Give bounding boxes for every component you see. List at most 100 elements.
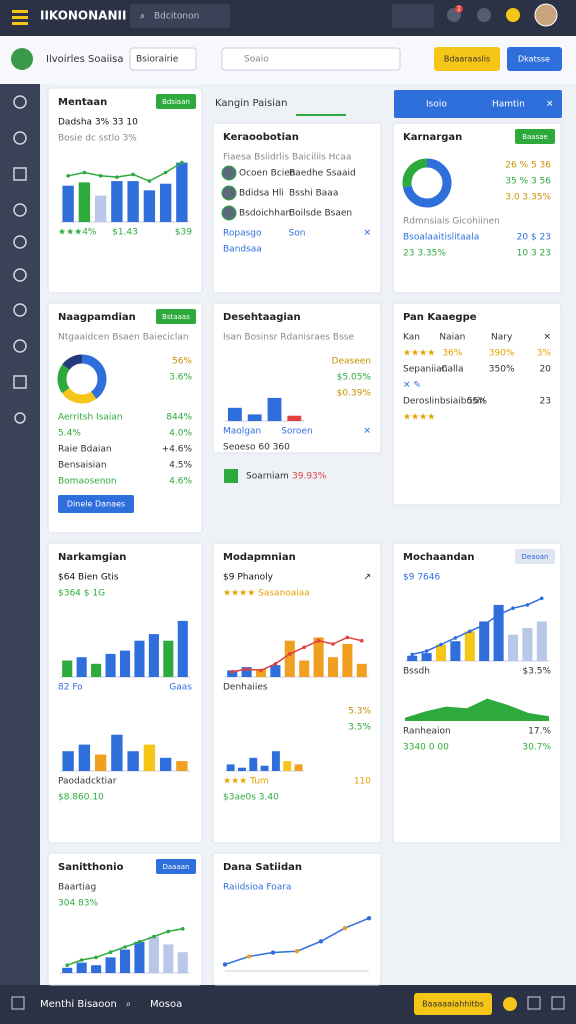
trend-dot bbox=[511, 606, 515, 610]
secondary-button[interactable] bbox=[507, 47, 562, 71]
card-text: Bomaosenon bbox=[58, 477, 117, 487]
card-button[interactable] bbox=[515, 549, 555, 564]
bar bbox=[127, 751, 139, 771]
card-text: 23 3.35% bbox=[403, 249, 446, 259]
trend-dot bbox=[468, 629, 472, 634]
card-text: $3.5% bbox=[522, 667, 551, 677]
bottom-button[interactable] bbox=[414, 993, 492, 1015]
bar bbox=[255, 669, 267, 677]
trend-dot bbox=[453, 636, 458, 640]
card-text: Deroslinbsiaibusin bbox=[403, 397, 485, 407]
bar bbox=[111, 181, 123, 222]
bar bbox=[148, 936, 159, 973]
user-avatar[interactable] bbox=[534, 3, 558, 27]
card-button[interactable] bbox=[156, 309, 196, 324]
card-text: Naian bbox=[439, 333, 465, 343]
card-text: Isan Bosinsr Rdanisraes Bsse bbox=[223, 333, 354, 343]
status-icon[interactable] bbox=[506, 8, 520, 22]
card bbox=[212, 852, 382, 986]
card-button[interactable] bbox=[156, 94, 196, 109]
trend-dot bbox=[180, 160, 184, 165]
bar bbox=[493, 604, 504, 661]
bar bbox=[119, 949, 131, 973]
bar bbox=[407, 655, 418, 661]
bar bbox=[241, 667, 252, 677]
card-text: 23 bbox=[540, 397, 551, 407]
card-text: Ropasgo bbox=[223, 229, 262, 239]
avatar bbox=[221, 165, 237, 181]
card-text: $64 Bien Gtis bbox=[58, 573, 119, 583]
trend-dot bbox=[94, 955, 98, 960]
bottom-icon[interactable] bbox=[551, 996, 565, 1010]
card-text: Raie Bdaian bbox=[58, 445, 112, 455]
card-title: Mentaan bbox=[58, 97, 107, 108]
card-text: Fiaesa Bsiidrlis Baiciliis Hcaa bbox=[223, 153, 351, 163]
card-text: Ocoen Bcien bbox=[239, 169, 296, 179]
side-text: 35 % 3 56 bbox=[505, 177, 551, 187]
bar bbox=[507, 634, 519, 661]
card-text: Baedhe Ssaaid bbox=[289, 169, 356, 179]
card-text: $9 Phanoly bbox=[223, 573, 274, 583]
bar bbox=[421, 653, 432, 661]
help-icon[interactable] bbox=[477, 8, 491, 22]
bottom-search[interactable]: Mosoa bbox=[150, 999, 182, 1010]
bar bbox=[94, 754, 107, 771]
bottom-icon[interactable] bbox=[11, 996, 25, 1010]
bottom-search-icon[interactable]: ⌕ bbox=[126, 1000, 131, 1010]
trend-dot bbox=[152, 934, 156, 939]
bar bbox=[342, 644, 353, 677]
tab-label[interactable]: Kangin Paisian bbox=[215, 98, 287, 109]
card-text: 10 3 23 bbox=[517, 249, 551, 259]
trend-dot bbox=[123, 945, 127, 949]
card-text: 4.5% bbox=[169, 461, 192, 471]
bar bbox=[78, 744, 91, 771]
card-button-text: Baasae bbox=[522, 133, 548, 141]
side-text: 26 % 5 36 bbox=[505, 161, 551, 171]
card-text: Bensaisian bbox=[58, 461, 107, 471]
bar bbox=[76, 962, 87, 973]
card-text: ★★★★ bbox=[403, 413, 435, 423]
card-text: 82 Fo bbox=[58, 683, 83, 693]
card-text: Dadsha 3% 33 10 bbox=[58, 118, 138, 128]
trend-line bbox=[412, 597, 543, 656]
area bbox=[405, 698, 549, 721]
search-field[interactable] bbox=[221, 47, 401, 71]
line-dot bbox=[270, 950, 276, 955]
sidebar-icons[interactable] bbox=[13, 95, 27, 424]
bar bbox=[148, 634, 159, 677]
card bbox=[392, 122, 562, 294]
side-text: 56% bbox=[172, 357, 192, 367]
card-text: ★★★★ Sasanoaiaa bbox=[223, 589, 310, 599]
search-box[interactable] bbox=[130, 4, 230, 28]
action-button[interactable] bbox=[58, 495, 134, 513]
card-title: Sanitthonio bbox=[58, 862, 124, 873]
card-text: Soroen bbox=[281, 427, 312, 437]
banner-close[interactable]: ✕ bbox=[546, 100, 554, 110]
card-text: Aerritsh Isaian bbox=[58, 413, 123, 423]
card-button[interactable] bbox=[156, 859, 196, 874]
card-text: Paodadcktiar bbox=[58, 777, 117, 787]
trend-dot bbox=[482, 622, 487, 627]
bottom-icon[interactable] bbox=[527, 996, 541, 1010]
bottom-status[interactable] bbox=[503, 997, 517, 1011]
bar bbox=[435, 644, 447, 661]
line-dot bbox=[366, 916, 372, 921]
bar bbox=[356, 663, 367, 677]
logo: IIKONONANII bbox=[40, 9, 126, 23]
side-text: 3.6% bbox=[169, 373, 192, 383]
search-icon: ⌕ bbox=[140, 12, 145, 22]
card-title: Desehtaagian bbox=[223, 312, 301, 323]
bar bbox=[127, 181, 139, 222]
avatar bbox=[221, 205, 237, 221]
trend-dot bbox=[82, 170, 87, 175]
line-dot bbox=[318, 939, 324, 944]
icon-button[interactable] bbox=[392, 4, 434, 28]
side-text: Deaseen bbox=[332, 357, 371, 367]
bar bbox=[76, 657, 87, 677]
menu-icon[interactable] bbox=[12, 10, 28, 25]
card-button[interactable] bbox=[515, 129, 555, 144]
action-button-text: Dinele Danaes bbox=[67, 500, 125, 509]
select[interactable] bbox=[129, 47, 197, 71]
primary-button[interactable] bbox=[434, 47, 500, 71]
